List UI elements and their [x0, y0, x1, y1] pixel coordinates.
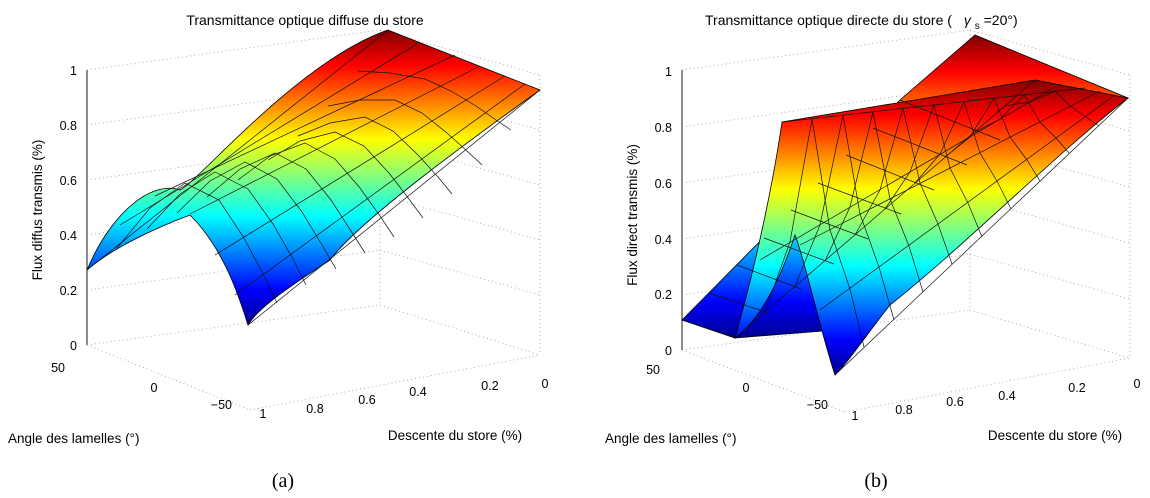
mesh-line: [1004, 90, 1100, 127]
y-tick: −50: [211, 398, 232, 412]
z-axis-b: 0 0.2 0.4 0.6 0.8 1 Flux direct transmis…: [625, 65, 672, 358]
y-tick: 50: [51, 361, 65, 375]
y-axis-label: Angle des lamelles (°): [8, 431, 139, 446]
z-tick: 0.4: [655, 233, 672, 247]
caption-a: (a): [272, 470, 294, 492]
x-tick: 1: [260, 407, 267, 421]
mesh-line: [146, 171, 307, 286]
x-tick: 0: [542, 377, 549, 391]
y-tick: 0: [151, 381, 158, 395]
z-tick: 0.8: [655, 121, 672, 135]
y-axis-a: 50 0 −50 Angle des lamelles (°): [8, 361, 232, 446]
x-tick: 0.2: [1068, 381, 1085, 395]
surface-a: [86, 29, 541, 326]
mesh-line: [884, 103, 983, 238]
z-axis-a: 0 0.2 0.4 0.6 0.8 1 Flux diffus transmis…: [30, 64, 77, 353]
surface-mesh-b: [681, 79, 1129, 376]
mesh-line: [817, 182, 902, 215]
title-tail: =20°): [984, 12, 1018, 28]
z-tick: 0.4: [60, 229, 77, 243]
mesh-line: [327, 99, 483, 166]
title-main: Transmittance optique directe du store (: [705, 12, 952, 28]
x-axis-label: Descente du store (%): [388, 428, 522, 443]
x-tick: 0.2: [481, 379, 498, 393]
y-tick: 50: [646, 363, 660, 377]
mesh-line: [189, 65, 481, 215]
panel-a: Transmittance optique diffuse du store: [8, 12, 549, 492]
z-axis-label: Flux diffus transmis (%): [30, 140, 45, 281]
mesh-line: [790, 209, 869, 240]
x-tick: 0.8: [895, 403, 912, 417]
x-axis-label: Descente du store (%): [988, 428, 1122, 443]
y-axis-b: 50 0 −50 Angle des lamelles (°): [605, 363, 828, 446]
z-tick: 0.6: [655, 177, 672, 191]
z-tick: 0.2: [60, 284, 77, 298]
y-tick: 0: [743, 381, 750, 395]
mesh-line: [854, 107, 953, 265]
mesh-line: [154, 54, 456, 197]
z-tick: 0: [665, 344, 672, 358]
mesh-line: [267, 131, 424, 219]
title-sub: s: [975, 21, 980, 32]
y-tick: −50: [807, 398, 828, 412]
mesh-line: [297, 116, 453, 195]
mesh-line: [974, 94, 1070, 154]
mesh-line: [764, 118, 865, 348]
title-gamma: γ: [964, 12, 972, 28]
mesh-line: [763, 237, 835, 265]
mesh-line: [119, 41, 421, 226]
x-axis-a: 1 0.8 0.6 0.4 0.2 0 Descente du store (%…: [260, 377, 549, 443]
z-tick: 1: [665, 65, 672, 79]
mesh-line: [234, 83, 526, 296]
x-axis-b: 1 0.8 0.6 0.4 0.2 0 Descente du store (%…: [852, 377, 1141, 443]
mesh-line: [214, 75, 506, 256]
z-tick: 0.6: [60, 174, 77, 188]
x-tick: 1: [852, 409, 859, 423]
y-axis-label: Angle des lamelles (°): [605, 431, 736, 446]
chart-title: Transmittance optique diffuse du store: [186, 12, 424, 28]
surface-mesh-a: [86, 29, 541, 326]
x-tick: 0: [1134, 377, 1141, 391]
mesh-line: [86, 29, 389, 271]
mesh-line: [116, 182, 278, 304]
caption-b: (b): [864, 470, 887, 492]
mesh-line: [357, 70, 512, 131]
mesh-line: [781, 87, 1086, 123]
mesh-line: [899, 99, 1001, 141]
mesh-line: [794, 114, 895, 321]
x-tick: 0.4: [998, 389, 1015, 403]
z-tick: 0: [70, 339, 77, 353]
mesh-line: [176, 161, 337, 270]
mesh-line: [708, 292, 769, 314]
mesh-line: [247, 89, 541, 326]
x-tick: 0.6: [358, 393, 375, 407]
mesh-line: [206, 152, 366, 254]
mesh-line: [681, 319, 736, 339]
z-tick: 0.8: [60, 119, 77, 133]
mesh-line: [914, 101, 1012, 210]
mesh-line: [824, 111, 924, 293]
z-tick: 1: [70, 64, 77, 78]
mesh-line: [845, 154, 935, 191]
x-tick: 0.6: [946, 395, 963, 409]
mesh-line: [944, 97, 1041, 182]
chart-title: Transmittance optique directe du store (…: [705, 12, 1018, 32]
z-axis-label: Flux direct transmis (%): [625, 144, 640, 286]
x-tick: 0.8: [306, 402, 323, 416]
mesh-line: [237, 142, 395, 238]
x-tick: 0.4: [409, 385, 426, 399]
z-tick: 0.2: [655, 288, 672, 302]
mesh-line: [872, 127, 968, 166]
mesh-line: [736, 264, 802, 290]
panel-b: Transmittance optique directe du store (…: [605, 12, 1141, 492]
grid-a: [86, 29, 541, 411]
